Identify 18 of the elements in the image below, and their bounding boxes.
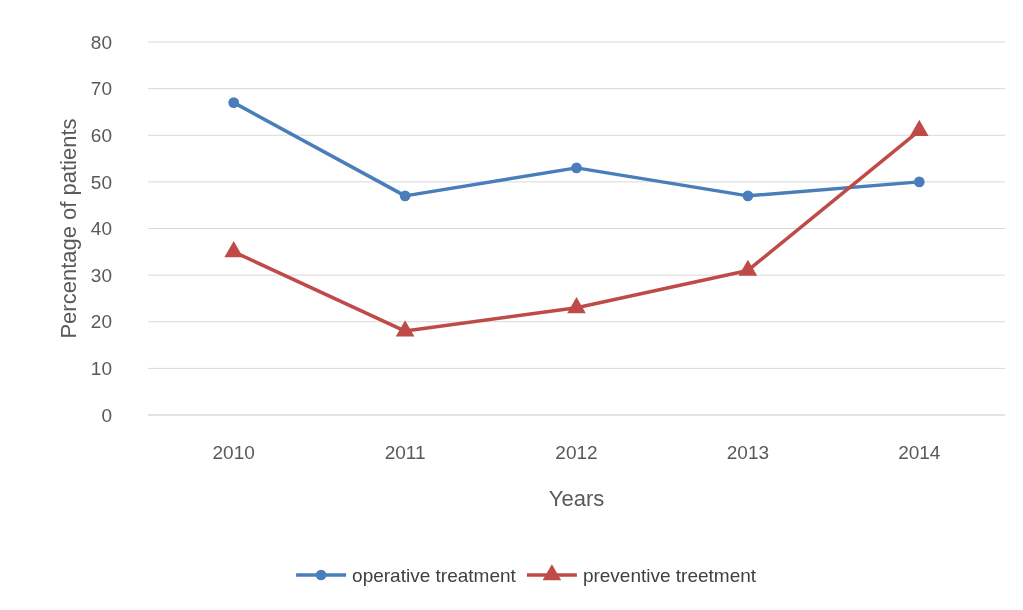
x-tick-label: 2012 [555,441,598,463]
y-tick-label: 60 [90,124,112,146]
y-tick-label: 70 [90,78,112,100]
legend-label: preventive treetment [582,564,757,586]
x-tick-label: 2013 [726,441,770,463]
x-tick-label: 2011 [384,441,426,463]
y-tick-label: 40 [90,218,112,240]
y-tick-label: 80 [90,31,112,53]
y-axis-title: Percentage of patients [55,118,81,339]
y-tick-label: 20 [90,311,112,333]
y-tick-label: 30 [90,264,112,286]
y-tick-label: 50 [90,171,112,193]
x-tick-label: 2014 [898,441,941,463]
y-tick-label: 10 [90,358,112,380]
x-tick-label: 2010 [212,441,255,463]
y-tick-label: 0 [101,404,112,426]
legend-label: operative treatment [352,564,517,586]
x-axis-title: Years [548,485,605,511]
